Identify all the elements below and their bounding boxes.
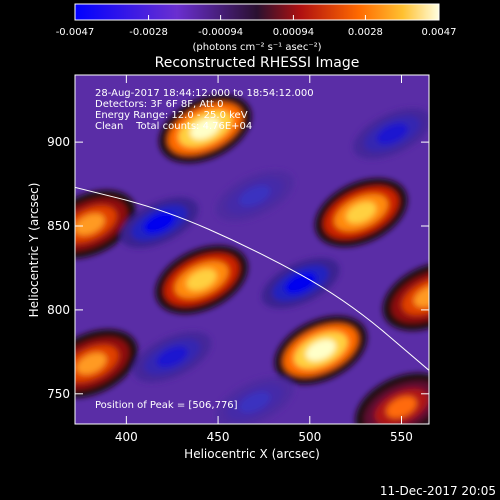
- colorbar-tick-label: -0.00094: [198, 27, 243, 38]
- negative-lobe: [215, 170, 294, 222]
- y-tick-label: 900: [47, 135, 70, 149]
- colorbar-tick-label: -0.0028: [129, 27, 168, 38]
- negative-lobe: [120, 197, 199, 249]
- y-tick-label: 750: [47, 387, 70, 401]
- colorbar-strip: [74, 3, 440, 21]
- annotation-line: Energy Range: 12.0 - 25.0 keV: [95, 110, 248, 121]
- emission-blob: [355, 373, 429, 424]
- chart-title: Reconstructed RHESSI Image: [155, 55, 360, 71]
- negative-lobe: [215, 376, 294, 424]
- annotation-line: 28-Aug-2017 18:44:12.000 to 18:54:12.000: [95, 88, 314, 99]
- heatmap-layer: [75, 94, 429, 424]
- colorbar-tick-label: 0.00094: [273, 27, 314, 38]
- colorbar-tick-label: 0.0028: [348, 27, 383, 38]
- negative-lobe: [353, 108, 429, 160]
- info-annotations: 28-Aug-2017 18:44:12.000 to 18:54:12.000…: [95, 88, 314, 132]
- x-axis-label: Heliocentric X (arcsec): [184, 447, 320, 461]
- emission-blob: [155, 245, 248, 314]
- emission-blob: [274, 315, 367, 385]
- colorbar: -0.0047 -0.0028 -0.00094 0.00094 0.0028 0.004…: [56, 3, 457, 53]
- footer-timestamp: 11-Dec-2017 20:05: [380, 484, 496, 498]
- y-tick-label: 850: [47, 219, 70, 233]
- x-tick-label: 400: [115, 430, 138, 444]
- emission-blob: [314, 178, 408, 247]
- x-tick-label: 550: [390, 430, 413, 444]
- emission-blob: [75, 190, 136, 259]
- negative-lobe: [133, 331, 212, 383]
- y-tick-label: 800: [47, 303, 70, 317]
- solar-limb-curve: [75, 186, 429, 371]
- negative-lobe: [261, 257, 340, 309]
- colorbar-ticks: -0.0047 -0.0028 -0.00094 0.00094 0.0028 0.004…: [56, 15, 457, 38]
- y-axis-label: Heliocentric Y (arcsec): [27, 183, 41, 318]
- peak-position-label: Position of Peak = [506,776]: [95, 400, 238, 411]
- annotation-line: Detectors: 3F 6F 8F, Att 0: [95, 99, 223, 110]
- colorbar-unit-label: (photons cm⁻² s⁻¹ asec⁻²): [192, 42, 321, 53]
- colorbar-tick-label: -0.0047: [56, 27, 95, 38]
- annotation-line: Clean Total counts: 4.76E+04: [95, 121, 252, 132]
- emission-blob: [159, 94, 252, 163]
- x-tick-label: 500: [298, 430, 321, 444]
- plot-frame: [74, 74, 430, 425]
- emission-blob: [75, 329, 138, 398]
- axis-ticks: 400 450 500 550 750 800 850 900: [47, 75, 429, 444]
- x-tick-label: 450: [207, 430, 230, 444]
- colorbar-tick-label: 0.0047: [422, 27, 457, 38]
- emission-blob: [382, 262, 429, 331]
- plot-area: 400 450 500 550 750 800 850 900: [47, 74, 430, 444]
